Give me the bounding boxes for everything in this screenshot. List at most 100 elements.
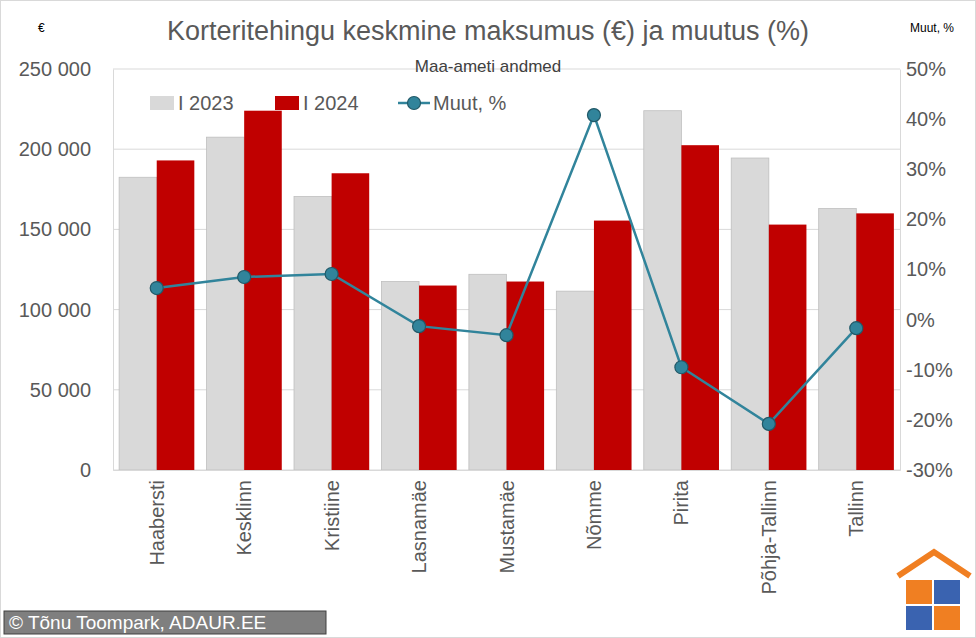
tick: 150 000	[19, 218, 113, 240]
plot-area	[119, 109, 894, 470]
bar-series	[119, 111, 856, 470]
legend: I 2023I 2024Muut, %	[150, 92, 507, 114]
bar-series	[157, 111, 894, 470]
legend-label: I 2024	[303, 92, 359, 114]
tick-label: 30%	[906, 158, 946, 180]
subtitle: Maa-ameti andmed	[415, 57, 561, 76]
background	[1, 1, 976, 638]
tick: 20%	[900, 208, 946, 230]
tick-label: Kesklinn	[233, 480, 255, 556]
bar	[819, 209, 857, 470]
credit: © Tõnu Toompark, ADAUR.EE	[9, 612, 266, 633]
bar	[507, 282, 545, 470]
tick: Tallinn	[845, 470, 867, 537]
tick-label: 250 000	[19, 58, 91, 80]
grid	[113, 69, 900, 470]
axis-title: Muut, %	[910, 21, 954, 35]
tick-label: 150 000	[19, 218, 91, 240]
bar	[381, 282, 419, 470]
tick-label: -20%	[906, 409, 953, 431]
logo-piece	[934, 606, 960, 630]
tick: 250 000	[19, 58, 113, 80]
marker	[762, 417, 775, 430]
legend-symbol	[150, 96, 174, 110]
tick-label: 100 000	[19, 299, 91, 321]
credit-box	[4, 611, 326, 634]
marker	[238, 271, 251, 284]
bar	[294, 197, 332, 470]
chart: 050 000100 000150 000200 000250 000-30%-…	[0, 0, 976, 638]
tick-label: 0%	[906, 309, 935, 331]
tick-label: 50%	[906, 58, 946, 80]
tick-label: Põhja-Tallinn	[758, 480, 780, 595]
tick-label: 200 000	[19, 138, 91, 160]
tick-label: 0	[80, 459, 91, 481]
tick: Kesklinn	[233, 470, 255, 556]
axis-line	[113, 70, 114, 471]
tick: Pirita	[670, 470, 692, 526]
marker	[325, 268, 338, 281]
bar	[244, 111, 282, 470]
tick-label: 40%	[906, 108, 946, 130]
logo-piece	[906, 606, 932, 630]
legend-symbol	[408, 97, 421, 110]
y2-axis: -30% -20% -10% 0% 10% 20% 30% 40% 50%	[900, 58, 953, 481]
marker	[150, 282, 163, 295]
bar	[207, 137, 245, 470]
tick: Mustamäe	[496, 470, 518, 573]
marker	[413, 320, 426, 333]
tick-label: Mustamäe	[496, 480, 518, 573]
x-axis: Haabersti Kesklinn Kristiine Lasnamäe Mustam…	[114, 470, 901, 595]
tick: 30%	[900, 158, 946, 180]
logo-piece	[906, 580, 932, 604]
tick: Põhja-Tallinn	[758, 470, 780, 595]
line	[157, 115, 857, 424]
tick: 200 000	[19, 138, 113, 160]
bar	[556, 291, 594, 470]
tick: 0%	[900, 309, 935, 331]
bar	[332, 173, 370, 470]
marker	[675, 361, 688, 374]
tick: 100 000	[19, 299, 113, 321]
tick: 10%	[900, 258, 946, 280]
tick-label: 50 000	[30, 379, 91, 401]
bar	[681, 145, 719, 470]
tick-label: Kristiine	[321, 480, 343, 551]
logo-piece	[934, 580, 960, 604]
bar	[856, 213, 894, 470]
tick-label: -10%	[906, 359, 953, 381]
tick-label: Nõmme	[583, 480, 605, 550]
tick-label: 20%	[906, 208, 946, 230]
legend-label: Muut, %	[433, 92, 507, 114]
tick: 50 000	[30, 379, 113, 401]
tick: -30%	[900, 459, 953, 481]
tick: -20%	[900, 409, 953, 431]
tick-label: 10%	[906, 258, 946, 280]
marker	[587, 109, 600, 122]
tick-label: Pirita	[670, 479, 692, 525]
y-axis: 0 50 000 100 000 150 000 200 000 250 000	[19, 58, 114, 481]
tick-label: Tallinn	[845, 480, 867, 537]
bar	[157, 160, 195, 470]
axis-line	[114, 470, 901, 471]
tick-label: Lasnamäe	[408, 480, 430, 573]
bar	[419, 286, 457, 470]
tick: -10%	[900, 359, 953, 381]
title: Korteritehingu keskmine maksumus (€) ja …	[167, 16, 809, 46]
bar	[469, 274, 507, 470]
bar	[644, 111, 682, 470]
marker	[500, 329, 513, 342]
legend-symbol	[275, 96, 299, 110]
tick-label: -30%	[906, 459, 953, 481]
bar	[594, 221, 632, 470]
marker	[850, 322, 863, 335]
tick-label: Haabersti	[146, 480, 168, 566]
tick: 0	[80, 459, 113, 481]
tick: 40%	[900, 108, 946, 130]
logo-roof	[898, 552, 970, 576]
bar	[769, 225, 807, 470]
axis-title: €	[38, 21, 45, 35]
axis-line	[900, 70, 901, 471]
tick: 50%	[900, 58, 946, 80]
bar	[119, 177, 157, 470]
